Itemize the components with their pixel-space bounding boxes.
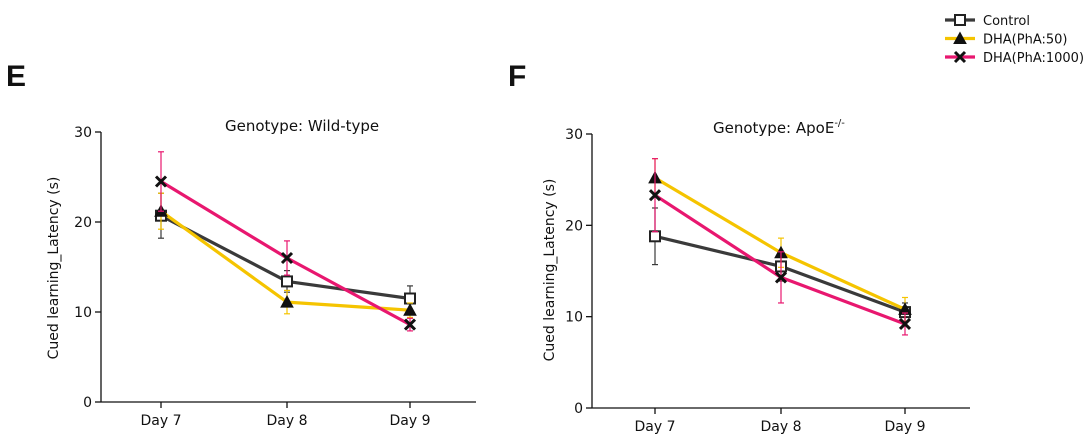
series-e-control xyxy=(155,192,416,312)
plot-area-f xyxy=(648,158,912,336)
x-tick-label-f-0: Day 7 xyxy=(634,419,675,434)
legend-marker-0 xyxy=(954,14,966,26)
legend-marker-1 xyxy=(953,31,967,44)
chart-title-apoe: Genotype: ApoE-/- xyxy=(713,118,845,137)
data-point-f-0-0 xyxy=(649,230,661,243)
plot-area-e xyxy=(154,151,417,332)
legend-marker-2 xyxy=(953,50,967,64)
x-tick-label-f-2: Day 9 xyxy=(884,419,925,434)
data-point-e-0-1 xyxy=(281,275,293,288)
y-tick-label-e-30: 30 xyxy=(74,125,92,141)
axes-e xyxy=(100,132,476,403)
y-tick-label-e-0: 0 xyxy=(83,395,92,411)
series-line-f-1 xyxy=(654,176,906,311)
series-e-dha-pha-50- xyxy=(154,192,417,318)
x-tick-label-e-0: Day 7 xyxy=(140,413,181,429)
legend: Control DHA(PhA:50) DHA(PhA:1000) xyxy=(945,14,1084,66)
chart-title-wild-type: Genotype: Wild-type xyxy=(225,117,379,135)
legend-label-0: Control xyxy=(983,14,1030,29)
series-f-dha-pha-50- xyxy=(648,158,912,322)
y-tick-label-e-10: 10 xyxy=(74,305,92,321)
chart-title-apoe-superscript: -/- xyxy=(834,118,845,129)
x-tick-label-e-2: Day 9 xyxy=(389,413,430,429)
data-point-e-1-2 xyxy=(403,303,417,316)
y-tick-label-f-20: 20 xyxy=(565,218,583,234)
data-point-e-0-2 xyxy=(404,292,416,305)
data-point-f-2-2 xyxy=(898,317,912,331)
x-tick-label-f-1: Day 8 xyxy=(760,419,801,434)
data-point-e-2-0 xyxy=(154,175,168,188)
y-tick-label-f-10: 10 xyxy=(565,310,583,326)
series-f-dha-pha-1000- xyxy=(648,158,912,336)
y-axis-label-f: Cued learning_Latency (s) xyxy=(542,179,558,362)
ticks-f: 0 10 20 30 Day 7 Day 8 Day 9 xyxy=(565,127,925,434)
legend-label-2: DHA(PhA:1000) xyxy=(983,51,1084,66)
y-tick-label-e-20: 20 xyxy=(74,215,92,231)
data-point-e-2-2 xyxy=(403,318,417,331)
series-line-f-2 xyxy=(654,193,906,326)
chart-title-apoe-main: Genotype: ApoE xyxy=(713,119,834,137)
y-tick-label-f-30: 30 xyxy=(565,127,583,143)
panel-letter-e: E xyxy=(6,60,26,93)
data-point-f-2-1 xyxy=(774,271,788,284)
data-point-e-1-1 xyxy=(280,295,294,308)
panel-letter-f: F xyxy=(508,60,526,93)
data-point-f-2-0 xyxy=(648,189,662,202)
y-axis-label-e: Cued learning_Latency (s) xyxy=(46,177,62,360)
series-e-dha-pha-1000- xyxy=(154,151,417,332)
x-tick-label-e-1: Day 8 xyxy=(266,413,307,429)
legend-label-1: DHA(PhA:50) xyxy=(983,33,1068,48)
data-point-e-2-1 xyxy=(280,251,294,265)
series-f-control xyxy=(649,207,911,322)
ticks-e: 0 10 20 30 Day 7 Day 8 Day 9 xyxy=(74,125,430,429)
y-tick-label-f-0: 0 xyxy=(574,401,583,417)
